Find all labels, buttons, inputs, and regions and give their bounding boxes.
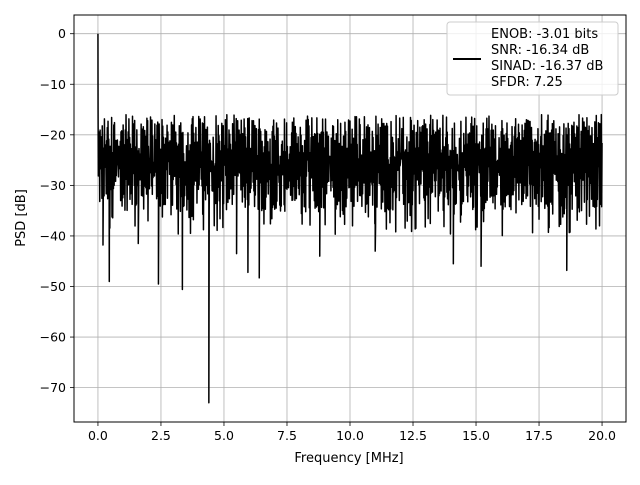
x-tick-label: 20.0: [588, 428, 616, 443]
legend-entry-sinad: SINAD: -16.37 dB: [491, 59, 603, 74]
plot-area: [97, 33, 603, 404]
x-tick-label: 0.0: [88, 428, 108, 443]
x-tick-label: 7.5: [277, 428, 297, 443]
y-tick-label: −70: [40, 380, 66, 395]
y-tick-label: −20: [40, 127, 66, 142]
legend-entry-enob: ENOB: -3.01 bits: [491, 27, 598, 42]
y-tick-label: −60: [40, 330, 66, 345]
x-tick-label: 5.0: [214, 428, 234, 443]
y-tick-label: 0: [58, 26, 66, 41]
y-axis-label: PSD [dB]: [14, 189, 29, 247]
y-tick-label: −40: [40, 228, 66, 243]
x-tick-label: 2.5: [151, 428, 171, 443]
legend-entry-snr: SNR: -16.34 dB: [491, 43, 589, 58]
y-tick-label: −50: [40, 279, 66, 294]
y-tick-label: −10: [40, 77, 66, 92]
psd-series-line: [97, 33, 603, 404]
axis-ticks: 0.0 2.5 5.0 7.5 10.0 12.5 15.0 17.5 20.0 0 −10 −20 −…: [40, 26, 616, 443]
legend-box: [446, 21, 619, 96]
x-tick-label: 15.0: [462, 428, 490, 443]
x-tick-label: 17.5: [525, 428, 553, 443]
x-tick-label: 12.5: [399, 428, 427, 443]
legend: ENOB: -3.01 bits SNR: -16.34 dB SINAD: -…: [446, 21, 619, 96]
x-axis-label: Frequency [MHz]: [294, 451, 403, 466]
legend-entry-sfdr: SFDR: 7.25: [491, 75, 563, 90]
y-tick-label: −30: [40, 178, 66, 193]
x-tick-label: 10.0: [336, 428, 364, 443]
